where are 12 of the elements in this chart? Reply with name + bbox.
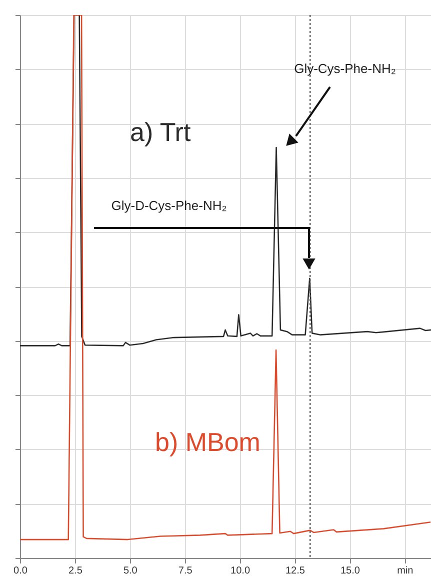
x-tick-label: 10.0 — [230, 566, 250, 576]
series-label: b) MBom — [155, 427, 260, 457]
x-tick-label: 7.5 — [178, 566, 193, 576]
x-tick-label: 5.0 — [123, 566, 138, 576]
x-tick-label: 2.5 — [68, 566, 83, 576]
x-tick-label: 0.0 — [14, 566, 28, 576]
x-tick-label: 15.0 — [340, 566, 360, 576]
x-tick-label: 12.5 — [286, 566, 306, 576]
annotation: Gly-Cys-Phe-NH₂ — [294, 61, 396, 76]
annotation: Gly-D-Cys-Phe-NH₂ — [111, 198, 227, 213]
series-label: a) Trt — [130, 117, 192, 147]
x-tick-label: min — [397, 566, 414, 576]
